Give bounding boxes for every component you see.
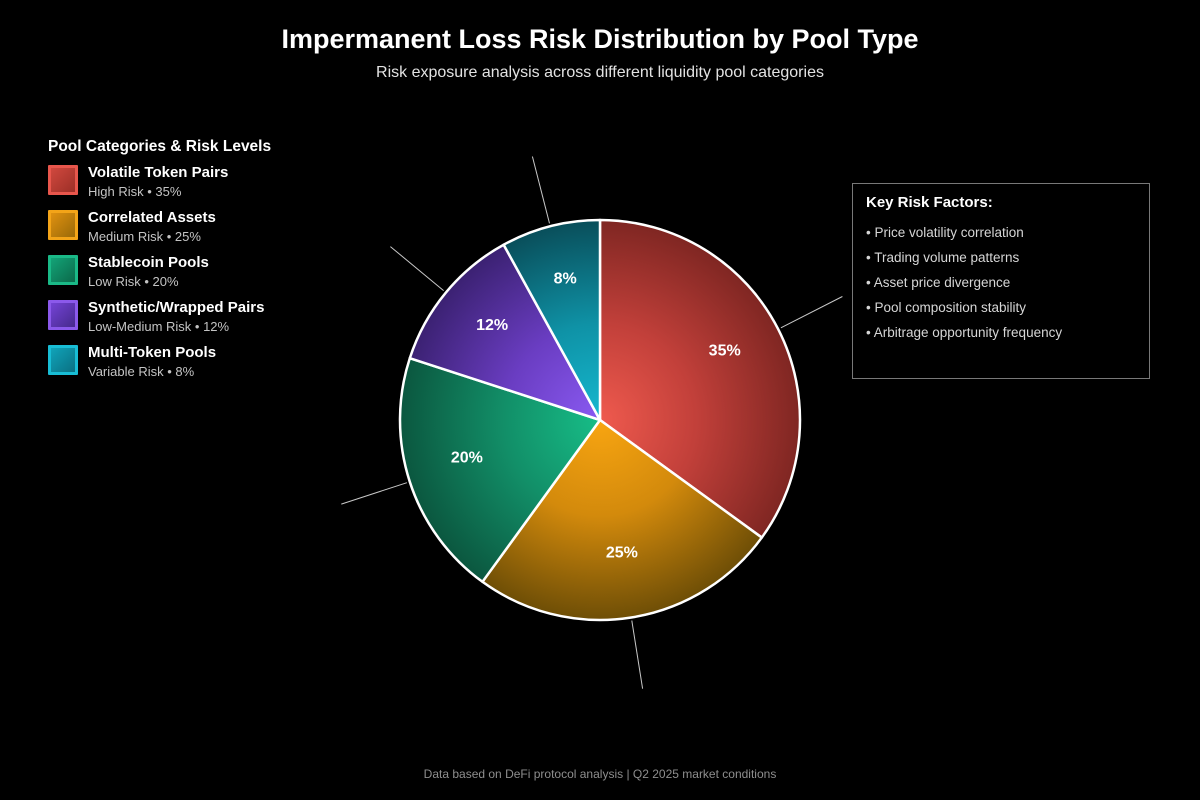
legend-item-detail: High Risk • 35% [88,184,182,199]
leader-line-synthetic-wrapped-pairs [390,246,444,291]
leader-line-multi-token-pools [531,156,550,224]
legend-item-name: Volatile Token Pairs [88,164,229,181]
legend-item: Volatile Token Pairs High Risk • 35% [48,164,271,199]
leader-line-volatile-token-pairs [780,296,843,329]
page-title: Impermanent Loss Risk Distribution by Po… [281,24,919,54]
legend-color-swatch [48,300,78,330]
legend-title: Pool Categories & Risk Levels [48,138,272,155]
pie-slice-volatile-token-pairs [598,218,802,539]
pie-slice-percent-label: 20% [451,449,483,466]
legend-item-name: Stablecoin Pools [88,254,209,271]
legend-color-swatch [48,165,78,195]
pie-slice-percent-label: 25% [606,544,638,561]
risk-factor-item: • Arbitrage opportunity frequency [866,325,1063,340]
pie-slice-percent-label: 8% [554,270,577,287]
risk-factor-item: • Pool composition stability [866,300,1027,315]
legend: Pool Categories & Risk Levels Volatile T… [48,138,271,390]
leader-line-correlated-assets [631,620,644,689]
legend-item-detail: Low Risk • 20% [88,274,179,289]
legend-item-name: Multi-Token Pools [88,344,217,361]
legend-item-name: Synthetic/Wrapped Pairs [88,299,265,316]
legend-item-name: Correlated Assets [88,209,216,226]
risk-factor-item: • Trading volume patterns [866,250,1020,265]
risk-factor-item: • Asset price divergence [866,275,1011,290]
pie-chart: 35% 25% 20% 12% 8% [341,156,843,689]
footer-note: Data based on DeFi protocol analysis | Q… [423,767,777,781]
legend-color-swatch [48,255,78,285]
risk-factor-item: • Price volatility correlation [866,225,1024,240]
pie-slice-percent-label: 12% [476,317,508,334]
pie-slice-stablecoin-pools [398,356,602,584]
legend-item: Multi-Token Pools Variable Risk • 8% [48,344,271,379]
pie-slice-percent-label: 35% [709,342,741,359]
legend-item-detail: Medium Risk • 25% [88,229,201,244]
risk-factors-title: Key Risk Factors: [866,194,993,211]
leader-line-stablecoin-pools [341,482,408,505]
legend-item-detail: Variable Risk • 8% [88,364,195,379]
risk-factors-list: • Price volatility correlation • Trading … [866,220,1136,345]
legend-item: Correlated Assets Medium Risk • 25% [48,209,271,244]
risk-factors-box: Key Risk Factors: • Price volatility cor… [852,183,1150,379]
legend-items: Volatile Token Pairs High Risk • 35% Corre… [48,164,271,379]
legend-color-swatch [48,345,78,375]
legend-color-swatch [48,210,78,240]
page-subtitle: Risk exposure analysis across different … [376,64,824,81]
legend-item: Synthetic/Wrapped Pairs Low-Medium Risk •… [48,299,271,334]
pie-slice-multi-token-pools [502,218,602,422]
pie-slice-synthetic-wrapped-pairs [408,243,602,422]
legend-item-detail: Low-Medium Risk • 12% [88,319,230,334]
pie-slice-correlated-assets [481,418,764,622]
legend-item: Stablecoin Pools Low Risk • 20% [48,254,271,289]
